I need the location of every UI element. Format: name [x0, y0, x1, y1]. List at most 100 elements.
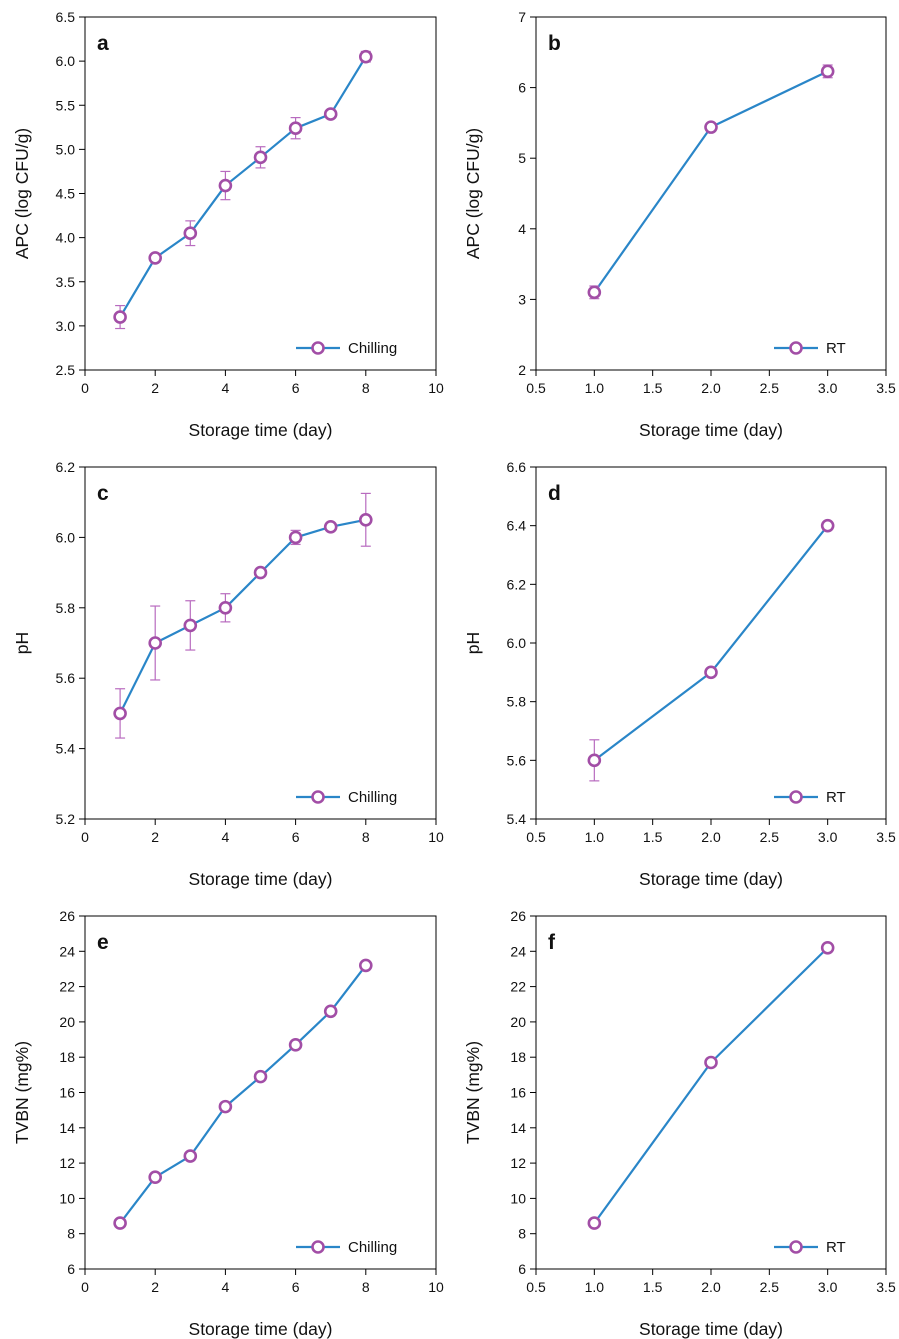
y-tick-label: 5.4: [56, 741, 76, 757]
x-tick-label: 2.5: [760, 829, 780, 845]
y-tick-label: 2.5: [56, 362, 76, 378]
series-line: [119, 518, 367, 714]
data-point: [113, 310, 127, 324]
y-tick-label: 6.0: [507, 635, 527, 651]
y-tick-label: 8: [518, 1226, 526, 1242]
x-axis-label: Storage time (day): [639, 420, 783, 440]
y-tick-label: 22: [510, 979, 526, 995]
legend-label: RT: [826, 789, 846, 806]
data-point: [704, 665, 718, 680]
series-line: [119, 56, 367, 318]
legend-label: Chilling: [348, 340, 397, 357]
x-tick-label: 10: [428, 380, 444, 396]
legend-marker: [789, 1240, 803, 1254]
data-point: [323, 107, 338, 121]
y-tick-label: 5.6: [507, 752, 527, 768]
plot-frame: [535, 915, 887, 1270]
data-point: [704, 120, 718, 134]
x-axis-label: Storage time (day): [189, 1319, 333, 1339]
x-tick-label: 1.0: [585, 1279, 605, 1295]
legend-label: RT: [826, 1239, 846, 1256]
panel-a: 0 2 4 6 8 10 2.5 3.0 3.5 4.0 4.5 5.0 5.5 6.0 6.5 Storag…: [12, 9, 444, 440]
y-tick-label: 14: [510, 1120, 526, 1136]
x-tick-label: 1.0: [585, 829, 605, 845]
y-tick-label: 12: [59, 1155, 75, 1171]
y-tick-label: 20: [510, 1014, 526, 1030]
x-axis-label: Storage time (day): [639, 869, 783, 889]
y-tick-label: 22: [59, 979, 75, 995]
y-tick-label: 6.2: [507, 576, 527, 592]
data-point: [148, 251, 162, 265]
y-tick-label: 20: [59, 1014, 75, 1030]
y-tick-label: 3: [518, 291, 526, 307]
x-tick-label: 10: [428, 1279, 444, 1295]
data-point: [288, 530, 303, 545]
x-tick-label: 6: [292, 829, 300, 845]
plot-frame: [84, 16, 437, 371]
y-tick-label: 26: [510, 908, 526, 924]
panel-label: f: [548, 931, 556, 954]
y-tick-label: 16: [510, 1085, 526, 1101]
y-axis-label: TVBN (mg%): [12, 1041, 32, 1144]
panel-c: 0 2 4 6 8 10 5.2 5.4 5.6 5.8 6.0 6.2 Storage time (d…: [12, 459, 444, 889]
x-tick-label: 2.5: [760, 380, 780, 396]
data-point: [288, 121, 303, 135]
y-tick-label: 18: [510, 1049, 526, 1065]
y-tick-label: 5.0: [56, 141, 76, 157]
y-tick-label: 4.0: [56, 230, 76, 246]
y-tick-label: 12: [510, 1155, 526, 1171]
y-tick-label: 2: [518, 362, 526, 378]
y-tick-label: 6.6: [507, 459, 527, 475]
data-point: [148, 1170, 162, 1185]
x-tick-label: 4: [222, 829, 230, 845]
y-tick-label: 16: [59, 1085, 75, 1101]
y-tick-label: 8: [67, 1226, 75, 1242]
x-tick-label: 3.5: [876, 829, 896, 845]
data-point: [183, 618, 198, 633]
x-tick-label: 10: [428, 829, 444, 845]
legend-marker: [789, 790, 803, 804]
panel-f: 0.5 1.0 1.5 2.0 2.5 3.0 3.5 6 8 10 12 14 16 18 20 22 24 2…: [463, 908, 896, 1339]
y-tick-label: 18: [59, 1049, 75, 1065]
x-tick-label: 1.0: [585, 380, 605, 396]
y-tick-label: 6.2: [56, 459, 76, 475]
x-tick-label: 0.5: [526, 829, 546, 845]
plot-frame: [84, 915, 437, 1270]
y-tick-label: 6.4: [507, 518, 527, 534]
data-point: [820, 64, 835, 79]
y-tick-label: 5.4: [507, 811, 527, 827]
y-tick-label: 5.8: [507, 694, 527, 710]
series-line: [593, 524, 829, 762]
plot-frame: [535, 466, 887, 820]
data-point: [253, 1069, 268, 1084]
x-tick-label: 3.0: [818, 380, 838, 396]
data-point: [820, 518, 835, 533]
x-tick-label: 2.0: [701, 380, 721, 396]
y-tick-label: 5.8: [56, 600, 76, 616]
y-tick-label: 10: [510, 1190, 526, 1206]
x-tick-label: 0: [81, 1279, 89, 1295]
legend-label: RT: [826, 340, 846, 357]
y-tick-label: 14: [59, 1120, 75, 1136]
y-tick-label: 5.6: [56, 670, 76, 686]
y-tick-label: 7: [518, 9, 526, 25]
x-tick-label: 0: [81, 380, 89, 396]
x-tick-label: 2.0: [701, 829, 721, 845]
y-tick-label: 4.5: [56, 186, 76, 202]
x-tick-label: 2: [151, 380, 159, 396]
panel-label: b: [548, 32, 561, 55]
data-point: [323, 520, 338, 534]
data-point: [113, 706, 127, 721]
data-point: [113, 1216, 127, 1230]
data-point: [704, 1055, 718, 1070]
y-tick-label: 6.0: [56, 53, 76, 69]
y-tick-label: 26: [59, 908, 75, 924]
y-tick-label: 6.0: [56, 529, 76, 545]
legend-label: Chilling: [348, 789, 397, 806]
data-point: [587, 753, 602, 768]
x-tick-label: 0.5: [526, 380, 546, 396]
data-point: [323, 1004, 338, 1019]
data-point: [218, 178, 233, 193]
